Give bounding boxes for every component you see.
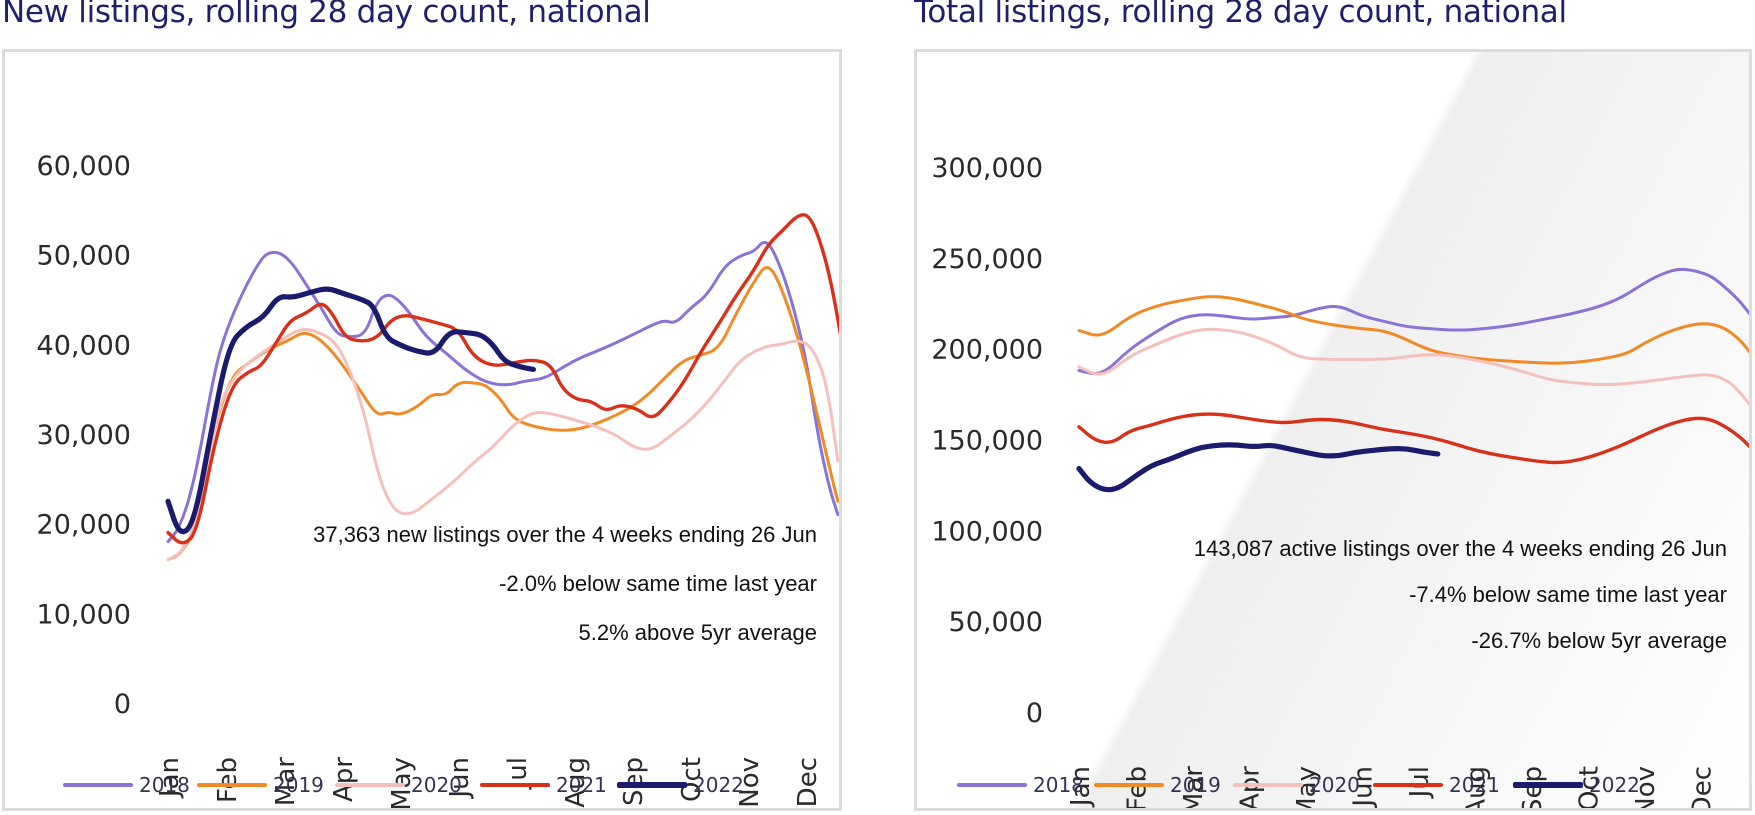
- legend-label: 2021: [556, 773, 607, 797]
- legend-item-2020: 2020: [335, 768, 462, 802]
- new-listings-legend: 2018 2019 2020 2021 2022: [5, 768, 839, 802]
- y-tick-label: 0: [114, 689, 131, 720]
- x-tick-label: Oct: [677, 757, 707, 802]
- x-tick-label: Nov: [1631, 766, 1661, 811]
- annotation-new-listings-count: 37,363 new listings over the 4 weeks end…: [313, 522, 817, 547]
- legend-item-2018: 2018: [63, 768, 190, 802]
- legend-item-2018: 2018: [957, 768, 1084, 802]
- y-tick-label: 50,000: [949, 607, 1043, 638]
- annotation-total-5yr: -26.7% below 5yr average: [1471, 628, 1727, 653]
- total-listings-chart: 0 50,000 100,000 150,000 200,000 250,000 300,0…: [914, 49, 1752, 811]
- y-tick-label: 200,000: [931, 335, 1043, 366]
- y-tick-label: 40,000: [37, 330, 131, 361]
- x-tick-label: Jun: [445, 757, 475, 800]
- x-tick-label: Dec: [1688, 766, 1718, 811]
- series-line-2021: [1077, 412, 1749, 465]
- x-tick-label: Jun: [1349, 766, 1379, 809]
- legend-item-2022: 2022: [617, 768, 744, 802]
- legend-swatch: [1094, 783, 1164, 787]
- legend-item-2021: 2021: [1373, 768, 1500, 802]
- x-tick-label: Mar: [1179, 766, 1209, 811]
- left-chart-title: New listings, rolling 28 day count, nati…: [2, 0, 651, 30]
- x-tick-label: May: [387, 757, 417, 811]
- x-tick-label: Jan: [1066, 766, 1096, 808]
- x-tick-label: Aug: [1462, 766, 1492, 811]
- annotation-total-listings-count: 143,087 active listings over the 4 weeks…: [1193, 536, 1727, 561]
- legend-label: 2019: [1170, 773, 1221, 797]
- legend-item-2021: 2021: [480, 768, 607, 802]
- x-tick-label: Nov: [735, 757, 765, 808]
- legend-label: 2020: [411, 773, 462, 797]
- legend-swatch: [1373, 782, 1443, 788]
- legend-swatch: [957, 783, 1027, 787]
- y-tick-label: 150,000: [931, 426, 1043, 457]
- y-tick-label: 300,000: [931, 153, 1043, 184]
- legend-swatch: [63, 783, 133, 787]
- new-listings-chart: 0 10,000 20,000 30,000 40,000 50,000 60,000 Jan…: [2, 49, 842, 811]
- legend-label: 2022: [693, 773, 744, 797]
- legend-swatch: [1233, 783, 1303, 787]
- x-tick-label: Sep: [619, 757, 649, 806]
- series-line-2018: [166, 240, 839, 544]
- y-tick-label: 250,000: [931, 244, 1043, 275]
- legend-item-2022: 2022: [1513, 768, 1640, 802]
- legend-label: 2019: [273, 773, 324, 797]
- series-line-2022: [165, 286, 536, 535]
- legend-item-2019: 2019: [197, 768, 324, 802]
- x-tick-label: May: [1292, 766, 1322, 811]
- total-listings-legend: 2018 2019 2020 2021 2022: [917, 768, 1749, 802]
- y-tick-label: 30,000: [37, 420, 131, 451]
- y-tick-label: 50,000: [37, 241, 131, 272]
- series-line-2020: [1077, 327, 1749, 407]
- y-tick-label: 0: [1026, 698, 1043, 729]
- legend-swatch: [335, 783, 405, 787]
- legend-label: 2018: [1033, 773, 1084, 797]
- annotation-total-yoy: -7.4% below same time last year: [1409, 582, 1727, 607]
- y-tick-label: 100,000: [931, 516, 1043, 547]
- x-tick-label: Apr: [329, 757, 359, 802]
- annotation-new-yoy: -2.0% below same time last year: [499, 571, 817, 596]
- series-line-2018: [1077, 267, 1749, 376]
- legend-label: 2021: [1449, 773, 1500, 797]
- annotation-new-5yr: 5.2% above 5yr average: [578, 620, 818, 645]
- x-tick-label: Jan: [155, 757, 185, 799]
- new-listings-plot: 0 10,000 20,000 30,000 40,000 50,000 60,000 Jan…: [37, 151, 839, 811]
- series-line-2019: [1077, 295, 1749, 365]
- series-line-2021: [166, 213, 839, 545]
- legend-swatch: [617, 781, 687, 789]
- x-tick-label: Jul: [1405, 766, 1435, 799]
- legend-label: 2022: [1589, 773, 1640, 797]
- y-tick-label: 60,000: [37, 151, 131, 182]
- legend-swatch: [480, 782, 550, 788]
- y-tick-label: 20,000: [37, 510, 131, 541]
- y-tick-label: 10,000: [37, 599, 131, 630]
- total-listings-plot: 0 50,000 100,000 150,000 200,000 250,000 300,0…: [931, 153, 1749, 811]
- legend-item-2020: 2020: [1233, 768, 1360, 802]
- legend-swatch: [197, 783, 267, 787]
- legend-item-2019: 2019: [1094, 768, 1221, 802]
- x-tick-label: Aug: [561, 757, 591, 808]
- legend-label: 2020: [1309, 773, 1360, 797]
- x-tick-label: Dec: [793, 757, 823, 807]
- legend-label: 2018: [139, 773, 190, 797]
- x-tick-label: Feb: [213, 757, 243, 803]
- x-tick-label: Feb: [1123, 766, 1153, 811]
- series-line-2022: [1076, 442, 1441, 493]
- right-chart-title: Total listings, rolling 28 day count, na…: [914, 0, 1567, 30]
- legend-swatch: [1513, 781, 1583, 789]
- x-tick-label: Mar: [271, 757, 301, 806]
